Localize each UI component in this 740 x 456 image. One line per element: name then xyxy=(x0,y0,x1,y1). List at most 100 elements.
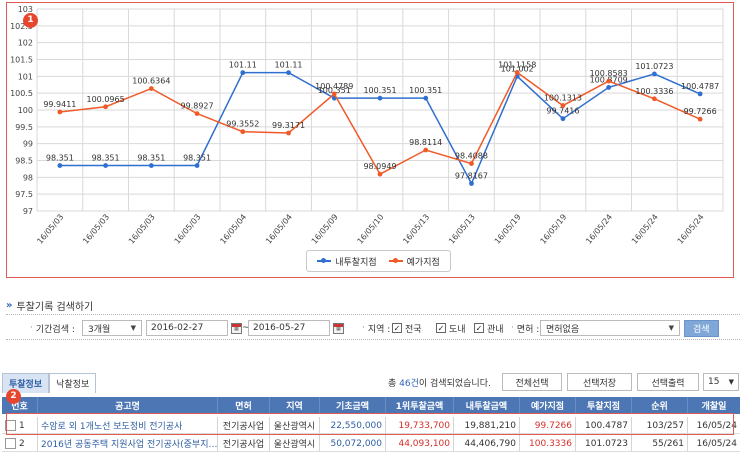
date-to-input[interactable]: 2016-05-27 xyxy=(248,320,330,336)
legend-label-estimate: 예가지점 xyxy=(406,257,440,268)
data-point xyxy=(652,71,657,77)
table-row[interactable]: 1 수암로 외 1개노선 보도정비 전기공사 전기공사업 울산광역시 22,55… xyxy=(2,417,740,434)
bullet-icon: · xyxy=(362,323,365,333)
license-label: · 면허 : xyxy=(511,320,539,336)
data-label: 100.4789 xyxy=(315,82,353,91)
x-tick-label: 16/05/24 xyxy=(676,213,706,246)
header-cell[interactable]: 기초금액 xyxy=(320,397,386,414)
table-row[interactable]: 2 2016년 공동주택 지원사업 전기공사(중부지… 전기공사업 울산광역시 … xyxy=(2,435,740,452)
header-cell[interactable]: 예가지점 xyxy=(520,397,576,414)
notice-name-link[interactable]: 수암로 외 1개노선 보도정비 전기공사 xyxy=(38,417,218,434)
bullet-icon: · xyxy=(511,323,514,333)
data-label: 100.1313 xyxy=(544,94,582,103)
date-from-input[interactable]: 2016-02-27 xyxy=(146,320,228,336)
print-selected-button[interactable]: 선택출력 xyxy=(637,373,699,391)
search-bar: · 기간검색 : 3개월 ▼ 2016-02-27 ▦ ~ 2016-05-27… xyxy=(6,314,740,340)
data-label: 100.0965 xyxy=(87,95,125,104)
data-label: 97.8167 xyxy=(455,172,488,181)
header-cell[interactable]: 투찰지점 xyxy=(576,397,632,414)
y-tick-label: 103 xyxy=(18,5,33,14)
license-cell: 전기공사업 xyxy=(218,435,270,452)
bid-point-cell: 100.4787 xyxy=(576,417,632,434)
search-title-text: 투찰기록 검색하기 xyxy=(16,302,94,313)
region-in-option[interactable]: ✓ 관내 xyxy=(474,320,504,336)
header-cell[interactable]: 내투찰금액 xyxy=(454,397,520,414)
result-prefix: 총 xyxy=(388,379,397,389)
tab-bid-info[interactable]: 투찰정보 xyxy=(2,373,50,393)
y-tick-label: 99.5 xyxy=(15,123,33,132)
y-tick-label: 101 xyxy=(18,72,33,81)
top-bid-cell: 44,093,100 xyxy=(386,435,454,452)
y-tick-label: 100 xyxy=(18,106,33,115)
legend-swatch-orange xyxy=(388,258,403,263)
license-select[interactable]: 면허없음 ▼ xyxy=(540,320,680,336)
result-tabs: 투찰정보 낙찰정보 xyxy=(2,373,97,393)
top-bid-cell: 19,733,700 xyxy=(386,417,454,434)
checkbox-checked-icon[interactable]: ✓ xyxy=(474,323,484,333)
data-label: 101.1158 xyxy=(498,60,536,69)
x-tick-label: 16/05/19 xyxy=(493,213,523,246)
data-point xyxy=(57,109,63,115)
header-cell[interactable]: 지역 xyxy=(270,397,320,414)
data-label: 98.351 xyxy=(92,154,120,163)
header-cell[interactable]: 순위 xyxy=(632,397,688,414)
header-cell[interactable]: 개찰일 xyxy=(701,402,727,412)
period-label: · 기간검색 : xyxy=(30,320,75,336)
select-all-button[interactable]: 전체선택 xyxy=(502,373,562,391)
region-all-option[interactable]: ✓ 전국 xyxy=(392,320,422,336)
search-title: » 투찰기록 검색하기 xyxy=(6,298,93,313)
x-tick-label: 16/05/09 xyxy=(310,213,340,246)
data-point xyxy=(697,91,703,97)
y-tick-label: 98.5 xyxy=(15,157,33,166)
checkbox-checked-icon[interactable]: ✓ xyxy=(392,323,402,333)
x-tick-label: 16/05/13 xyxy=(401,213,431,246)
data-point xyxy=(606,78,612,84)
x-tick-label: 16/05/24 xyxy=(584,213,614,246)
my-bid-cell: 19,881,210 xyxy=(454,417,520,434)
region-cell: 울산광역시 xyxy=(270,435,320,452)
x-tick-label: 16/05/13 xyxy=(447,213,477,246)
data-label: 100.351 xyxy=(363,86,396,95)
search-button[interactable]: 검색 xyxy=(684,319,719,337)
bullet-icon: · xyxy=(30,323,33,333)
notice-name-link[interactable]: 2016년 공동주택 지원사업 전기공사(중부지… xyxy=(38,435,218,452)
open-date-cell: 16/05/24 xyxy=(696,420,737,431)
data-label: 98.0949 xyxy=(363,162,396,171)
region-do-label: 도내 xyxy=(449,324,466,335)
data-label: 99.3171 xyxy=(272,121,305,130)
data-label: 99.3552 xyxy=(226,120,259,129)
x-tick-label: 16/05/04 xyxy=(264,213,294,246)
row-checkbox[interactable] xyxy=(5,420,16,431)
legend-item-estimate[interactable]: 예가지점 xyxy=(388,255,440,268)
data-point xyxy=(469,161,474,166)
save-selected-button[interactable]: 선택저장 xyxy=(567,373,632,391)
calendar-icon[interactable]: ▦ xyxy=(333,322,344,334)
data-label: 99.7266 xyxy=(684,107,717,116)
y-tick-label: 100.5 xyxy=(10,89,33,98)
data-label: 100.351 xyxy=(409,86,442,95)
estimate-point-cell: 99.7266 xyxy=(520,417,576,434)
region-do-option[interactable]: ✓ 도내 xyxy=(436,320,466,336)
row-checkbox[interactable] xyxy=(5,438,16,449)
table-header: 번호 공고명 면허 지역 기초금액 1위투찰금액 내투찰금액 예가지점 투찰지점… xyxy=(2,397,740,414)
header-cell[interactable]: 면허 xyxy=(218,397,270,414)
header-cell[interactable]: 번호 xyxy=(2,397,38,414)
calendar-icon[interactable]: ▦ xyxy=(231,322,242,334)
data-point xyxy=(423,95,429,101)
data-point xyxy=(423,147,429,153)
legend-item-mine[interactable]: 내투찰지점 xyxy=(317,255,377,268)
region-in-label: 관내 xyxy=(487,324,504,335)
license-label-text: 면허 : xyxy=(516,324,540,335)
tab-award-info[interactable]: 낙찰정보 xyxy=(49,373,97,393)
data-point xyxy=(286,130,291,136)
header-cell[interactable]: 1위투찰금액 xyxy=(386,397,454,414)
period-select[interactable]: 3개월 ▼ xyxy=(82,320,142,336)
y-tick-label: 102.5 xyxy=(10,22,33,31)
y-tick-label: 102 xyxy=(18,39,33,48)
page-size-select[interactable]: 15 ▼ xyxy=(703,373,739,391)
x-tick-label: 16/05/03 xyxy=(173,213,203,246)
bid-point-cell: 101.0723 xyxy=(576,435,632,452)
header-cell[interactable]: 공고명 xyxy=(38,397,218,414)
checkbox-checked-icon[interactable]: ✓ xyxy=(436,323,446,333)
data-label: 101.0723 xyxy=(635,62,673,71)
